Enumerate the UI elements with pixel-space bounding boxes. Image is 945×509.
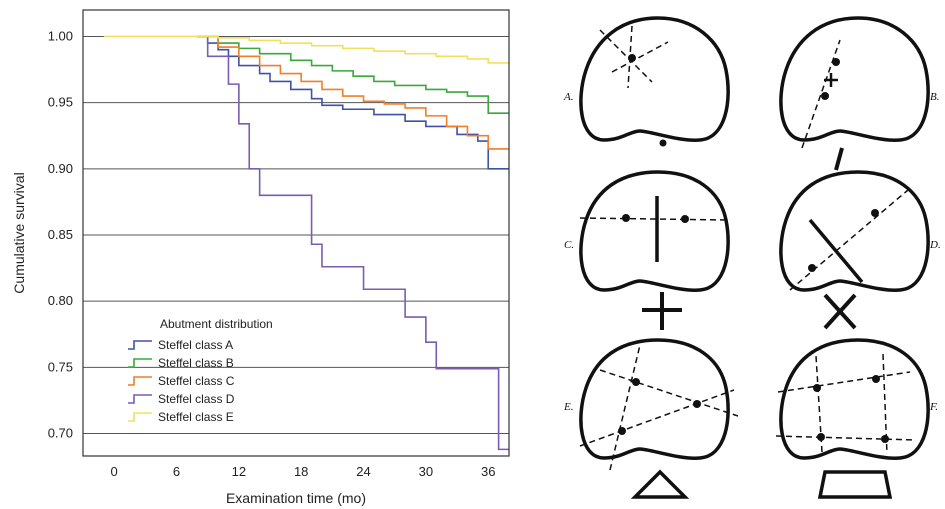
abutment-dot (681, 215, 689, 223)
panel-label-d: D. (929, 239, 941, 251)
series-line-steffel-class-e (103, 35, 509, 64)
center-dot (659, 139, 667, 147)
arch-outline-f (779, 338, 930, 460)
grid-lines (83, 35, 509, 435)
y-tick-label: 0.75 (48, 359, 73, 374)
y-tick-label: 0.80 (48, 293, 73, 308)
x-tick-label: 36 (481, 464, 495, 479)
abutment-dot (618, 427, 626, 435)
dashed-line (611, 41, 669, 73)
survival-chart: 0.70 0.75 0.80 0.85 0.90 0.95 1.00 0 6 12 18 24 30 3… (11, 9, 510, 506)
y-tick-label: 0.90 (48, 161, 73, 176)
y-axis-title: Cumulative survival (11, 172, 27, 293)
x-symbol (823, 293, 857, 330)
trapezoid-symbol (817, 470, 893, 499)
legend-entry: Steffel class A (158, 338, 233, 352)
y-tick-labels: 0.70 0.75 0.80 0.85 0.90 0.95 1.00 (48, 28, 73, 440)
abutment-dot (632, 378, 640, 386)
series-lines (103, 35, 509, 451)
arch-outline-c (579, 170, 730, 292)
abutment-dot (817, 433, 825, 441)
y-tick-label: 1.00 (48, 28, 73, 43)
x-tick-label: 0 (111, 464, 118, 479)
panel-label-a: A. (563, 91, 573, 103)
triangle-symbol (630, 469, 690, 499)
dashed-line (599, 29, 653, 83)
dashed-line (801, 39, 841, 149)
legend-swatch (128, 412, 152, 422)
legend-swatch (128, 358, 152, 368)
abutment-dot (872, 375, 880, 383)
legend-entry: Steffel class D (158, 392, 235, 406)
dashed-line (599, 369, 739, 417)
series-line-steffel-class-b (197, 35, 509, 115)
dashed-line (777, 371, 911, 393)
x-tick-label: 6 (173, 464, 180, 479)
plot-frame (82, 9, 510, 457)
dashed-line (775, 435, 917, 441)
series-line-steffel-class-c (197, 35, 509, 150)
panel-label-e: E. (563, 401, 573, 413)
arch-outline-a (579, 16, 730, 142)
x-tick-label: 30 (419, 464, 433, 479)
dashed-line (579, 389, 735, 447)
dashed-line (609, 344, 641, 471)
panel-label-f: F. (929, 401, 938, 413)
diagram-d: D. (779, 170, 941, 330)
legend-entry: Steffel class E (158, 410, 234, 424)
abutment-dot (813, 384, 821, 392)
legend-entry: Steffel class B (158, 356, 234, 370)
arch-outline-e (579, 338, 730, 460)
x-tick-label: 12 (232, 464, 246, 479)
legend-title: Abutment distribution (160, 317, 273, 331)
diagram-e: E. (563, 338, 739, 499)
diagram-c: C. (564, 170, 730, 330)
x-tick-label: 24 (356, 464, 370, 479)
legend: Abutment distribution Steffel class A Ste… (128, 317, 273, 424)
dashed-line (579, 217, 729, 221)
legend-swatch (128, 340, 152, 350)
arch-outline-d (779, 170, 930, 292)
panel-label-b: B. (930, 91, 939, 103)
y-tick-label: 0.95 (48, 95, 73, 110)
abutment-dot (808, 264, 816, 272)
abutment-dot (622, 214, 630, 222)
abutment-dot (832, 58, 840, 66)
series-line-steffel-class-d (197, 35, 509, 451)
diagram-b: B. (779, 16, 939, 171)
legend-entry: Steffel class C (158, 374, 235, 388)
abutment-dot (821, 92, 829, 100)
legend-swatch (128, 394, 152, 404)
dashed-line (815, 355, 823, 453)
legend-swatch (128, 376, 152, 386)
abutment-dot (628, 54, 636, 62)
x-axis-title: Examination time (mo) (226, 490, 366, 506)
abutment-dot (693, 400, 701, 408)
line-symbol (834, 147, 844, 171)
diagonal-line (808, 218, 864, 284)
x-tick-labels: 0 6 12 18 24 30 36 (111, 464, 496, 479)
steffel-class-diagrams: A. B. C. D. (563, 16, 941, 499)
x-tick-label: 18 (294, 464, 308, 479)
abutment-dot (871, 209, 879, 217)
arch-outline-b (779, 16, 930, 142)
panel-label-c: C. (564, 239, 574, 251)
y-tick-label: 0.85 (48, 227, 73, 242)
y-tick-label: 0.70 (48, 426, 73, 441)
abutment-dot (881, 435, 889, 443)
dashed-line (789, 189, 909, 291)
series-line-steffel-class-a (197, 35, 509, 170)
diagram-a: A. (563, 16, 730, 147)
diagram-f: F. (775, 338, 938, 499)
